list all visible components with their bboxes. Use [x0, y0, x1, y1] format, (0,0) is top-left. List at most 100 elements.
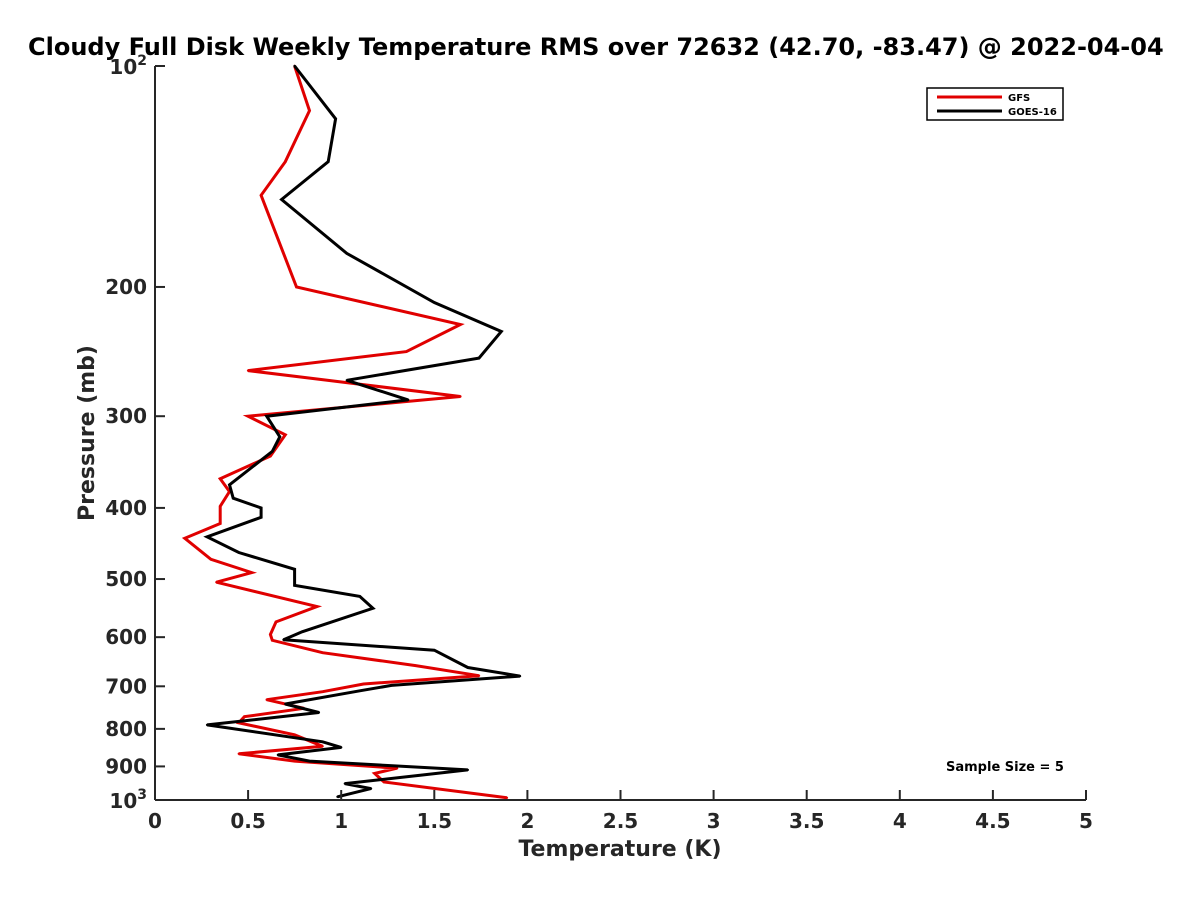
data-point-goes16-35 — [276, 753, 280, 757]
y-tick-label: 400 — [105, 496, 147, 520]
data-point-gfs-10 — [284, 433, 287, 436]
data-point-gfs-19 — [215, 581, 218, 584]
data-point-goes16-15 — [259, 506, 263, 510]
data-point-goes16-5 — [433, 301, 436, 304]
data-point-goes16-22 — [371, 607, 375, 610]
x-tick-label: 0 — [148, 809, 162, 833]
data-point-gfs-23 — [271, 639, 274, 642]
y-tick-label-power: 102 — [109, 53, 147, 79]
data-point-goes16-17 — [205, 535, 209, 538]
data-point-goes16-13 — [228, 483, 231, 486]
data-point-goes16-33 — [321, 740, 324, 743]
data-point-gfs-15 — [219, 522, 222, 525]
data-point-goes16-2 — [327, 160, 330, 163]
data-point-goes16-40 — [369, 787, 373, 790]
legend: GFS GOES-16 — [926, 87, 1064, 121]
data-point-gfs-1 — [308, 109, 311, 112]
data-point-gfs-31 — [243, 715, 246, 718]
data-point-goes16-23 — [300, 630, 304, 633]
data-point-gfs-17 — [209, 558, 213, 561]
data-point-gfs-38 — [373, 772, 376, 775]
data-point-goes16-3 — [280, 198, 283, 201]
x-tick-label: 4 — [893, 809, 907, 833]
data-point-gfs-24 — [321, 651, 324, 654]
chart-title: Cloudy Full Disk Weekly Temperature RMS … — [28, 33, 1164, 61]
data-point-goes16-6 — [500, 330, 503, 333]
data-point-gfs-33 — [293, 733, 296, 736]
series-layer — [181, 64, 522, 800]
y-tick-label: 600 — [105, 625, 147, 649]
data-point-goes16-24 — [282, 638, 285, 641]
data-point-gfs-36 — [293, 759, 296, 763]
data-point-goes16-36 — [308, 759, 311, 763]
data-point-goes16-34 — [340, 746, 343, 749]
legend-label-gfs: GFS — [1008, 93, 1030, 104]
data-point-goes16-41 — [336, 795, 339, 798]
data-point-goes16-29 — [358, 689, 361, 692]
data-point-gfs-18 — [250, 571, 253, 574]
data-point-goes16-8 — [345, 379, 348, 382]
data-point-gfs-40 — [505, 796, 509, 799]
data-point-gfs-8 — [459, 395, 462, 398]
legend-label-goes16: GOES-16 — [1008, 107, 1057, 118]
data-point-goes16-4 — [345, 252, 348, 255]
x-tick-label: 4.5 — [975, 809, 1010, 833]
x-tick-label: 5 — [1079, 809, 1093, 833]
data-point-goes16-18 — [237, 551, 240, 554]
data-point-goes16-12 — [271, 450, 274, 453]
y-tick-label: 700 — [105, 674, 147, 698]
data-point-goes16-0 — [293, 64, 296, 68]
data-point-gfs-20 — [315, 605, 319, 608]
data-point-goes16-39 — [343, 782, 347, 785]
data-point-gfs-34 — [321, 745, 324, 748]
x-tick-label: 1 — [334, 809, 348, 833]
data-point-goes16-14 — [232, 497, 235, 500]
data-point-gfs-22 — [269, 633, 272, 636]
data-point-gfs-14 — [219, 505, 222, 508]
data-point-goes16-26 — [466, 666, 469, 669]
data-point-goes16-28 — [390, 684, 393, 687]
series-line-goes16 — [203, 65, 521, 799]
data-point-goes16-31 — [317, 711, 321, 714]
data-point-goes16-25 — [433, 649, 436, 652]
data-point-goes16-16 — [259, 516, 263, 519]
data-point-goes16-37 — [466, 768, 469, 772]
y-tick-label: 900 — [105, 754, 147, 778]
x-tick-label: 1.5 — [417, 809, 452, 833]
y-tick-exponent: 3 — [137, 787, 147, 803]
y-tick-label: 300 — [105, 404, 147, 428]
y-tick-label: 200 — [105, 275, 147, 299]
data-point-goes16-11 — [278, 435, 281, 438]
data-point-gfs-3 — [259, 194, 263, 197]
data-point-goes16-30 — [284, 702, 287, 706]
data-point-gfs-21 — [274, 620, 278, 624]
data-point-gfs-2 — [284, 160, 287, 163]
legend-box — [926, 87, 1064, 121]
data-point-goes16-38 — [420, 773, 423, 777]
data-point-gfs-25 — [414, 664, 417, 667]
y-tick-base: 10 — [109, 789, 137, 813]
x-tick-label: 0.5 — [230, 809, 265, 833]
y-tick-label: 800 — [105, 717, 147, 741]
data-point-goes16-20 — [293, 584, 296, 587]
y-tick-exponent: 2 — [137, 53, 147, 69]
data-point-gfs-11 — [269, 454, 272, 458]
data-point-gfs-12 — [219, 477, 222, 480]
data-point-goes16-10 — [265, 415, 268, 418]
data-point-gfs-9 — [246, 415, 250, 418]
y-tick-label-power: 103 — [109, 787, 147, 813]
sample-size-annotation: Sample Size = 5 — [946, 760, 1064, 775]
data-point-goes16-19 — [293, 568, 296, 571]
data-point-gfs-28 — [321, 690, 324, 693]
data-point-gfs-4 — [295, 285, 298, 289]
x-tick-label: 2.5 — [603, 809, 638, 833]
data-point-goes16-21 — [358, 595, 361, 598]
data-point-goes16-9 — [407, 398, 410, 402]
plot-area: 0 0.5 1 1.5 2 2.5 3 3.5 4 4.5 5 102200300400500600… — [105, 53, 1093, 833]
data-point-gfs-29 — [265, 698, 268, 701]
data-point-gfs-37 — [395, 767, 399, 770]
data-point-goes16-7 — [477, 356, 481, 360]
